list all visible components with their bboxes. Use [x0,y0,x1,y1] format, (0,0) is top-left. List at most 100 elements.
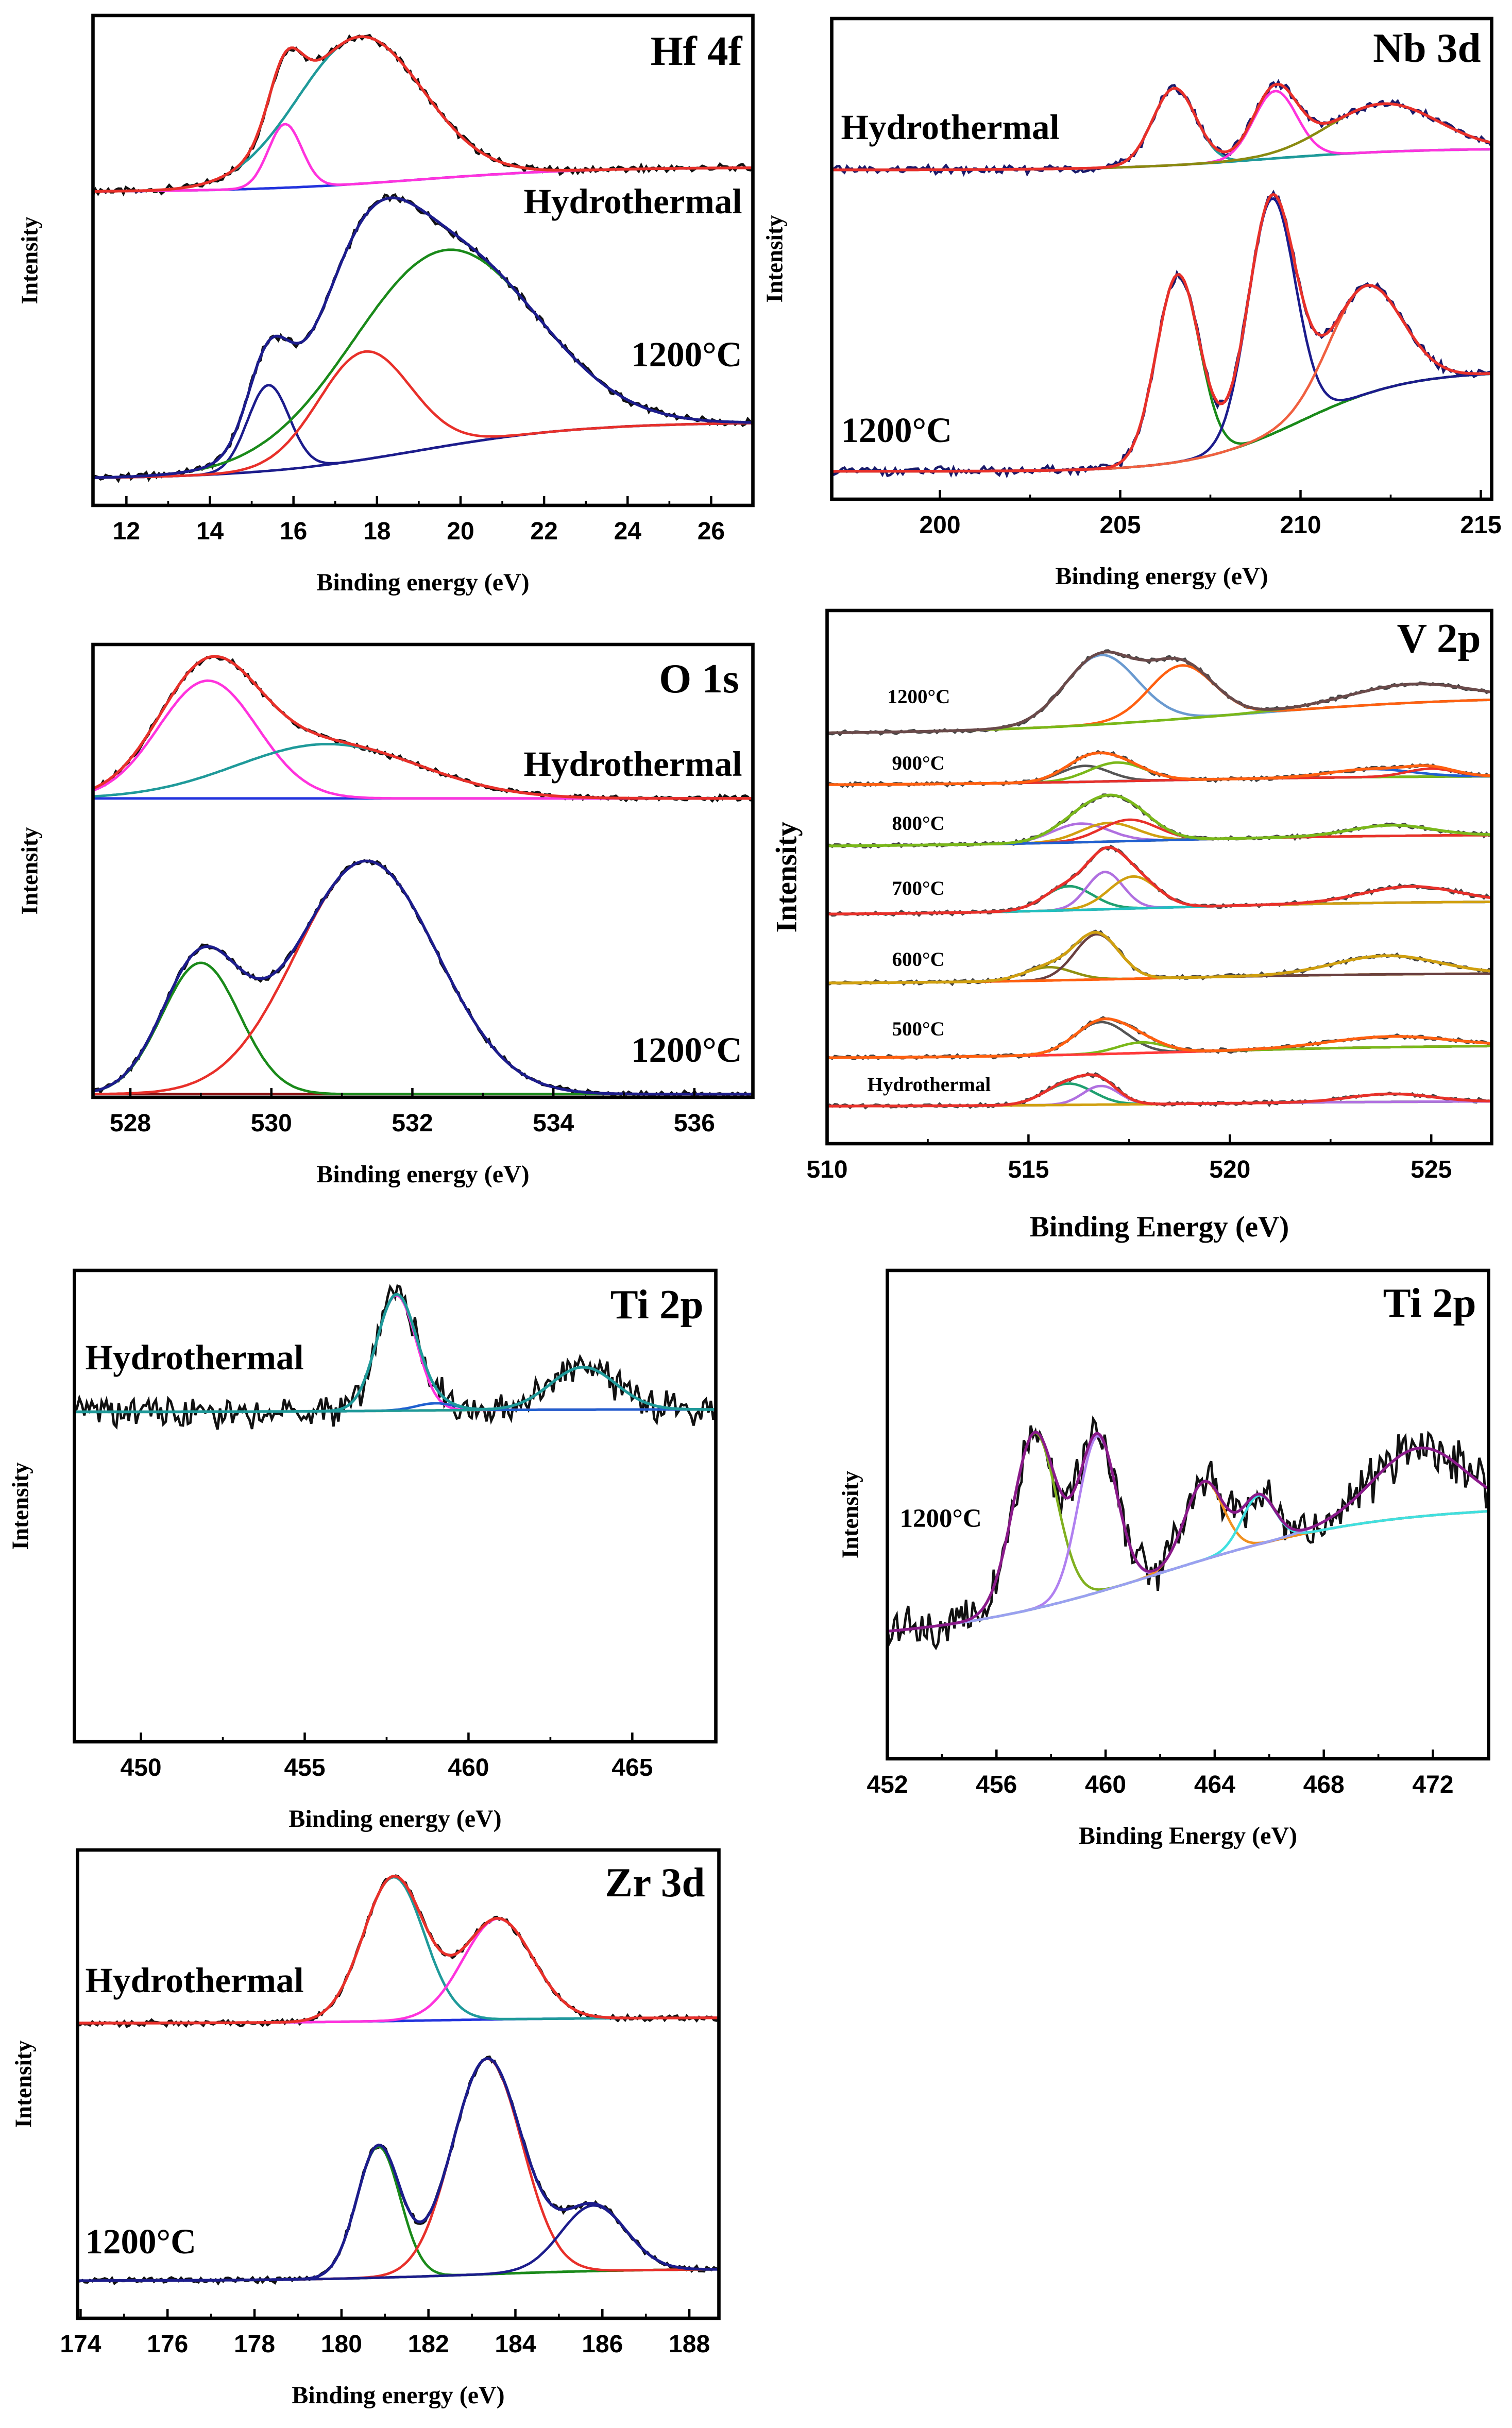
panel-zr-3d-6: 174 176 178 180 182 184 186 188 Zr 3d Hydrotherma… [11,1848,721,2409]
x-tick-label: 12 [113,518,140,545]
fit-component-0 [93,961,753,1096]
fit-envelope [77,1874,719,2025]
fit-envelope [827,1073,1492,1108]
fit-envelope [77,2057,719,2282]
x-tick-label: 510 [806,1156,847,1183]
x-tick-label: 188 [669,2331,710,2358]
y-axis-label: Intensity [8,1462,33,1550]
fit-envelope [93,655,753,800]
fit-envelope [74,1293,716,1414]
spectrum-label: Hydrothermal [523,182,742,221]
spectrum-1200-c [831,190,1492,479]
panel-hf-4f-0: 12 14 16 18 20 22 24 26 Hf 4f Hydrothermal 1200°C B… [17,13,755,596]
spectrum-1200-c [93,193,753,483]
spectrum-label: 1200°C [631,335,742,374]
raw-data-trace [887,1415,1489,1651]
spectrum-label: 1200°C [841,411,952,450]
fit-component-0 [93,384,753,479]
plot-frame [91,642,755,1099]
spectrum-hydrothermal [827,1072,1492,1110]
fit-envelope [827,930,1492,984]
panel-title: V 2p [1397,615,1481,661]
x-tick-label: 174 [60,2331,101,2358]
y-axis-label: Intensity [771,822,803,932]
spectrum-hydrothermal [93,655,753,803]
x-tick-label: 450 [121,1754,162,1781]
panel-title: Ti 2p [610,1281,704,1328]
x-axis-label: Binding energy (eV) [316,1161,529,1188]
spectrum-1200-c [77,2055,719,2286]
spectrum-label: 900°C [892,752,945,774]
x-tick-label: 22 [530,518,557,545]
spectrum-1200-c [93,859,753,1097]
x-tick-label: 530 [251,1110,292,1137]
plot-frame [830,16,1493,501]
spectrum-500-c [827,1016,1492,1061]
spectrum-1200-c [887,1415,1489,1651]
x-axis-label: Binding Energy (eV) [1030,1211,1289,1243]
spectrum-hydrothermal [831,79,1492,177]
spectrum-label: Hydrothermal [868,1074,991,1096]
spectrum-label: Hydrothermal [841,108,1060,147]
x-tick-label: 456 [976,1771,1017,1798]
panel-title: Ti 2p [1383,1280,1476,1326]
plot-frame [886,1268,1490,1761]
x-tick-label: 178 [234,2331,275,2358]
x-axis-label: Binding energy (eV) [1055,563,1268,590]
fit-envelope [827,846,1492,915]
x-tick-label: 532 [392,1110,433,1137]
x-tick-label: 24 [614,518,642,545]
x-tick-label: 534 [533,1110,574,1137]
x-axis-label: Binding Energy (eV) [1079,1822,1297,1849]
x-axis-label: Binding energy (eV) [316,569,529,596]
plot-area [831,79,1492,479]
spectrum-900-c [827,750,1492,788]
x-tick-label: 468 [1303,1771,1345,1798]
plot-area [74,1284,716,1430]
x-tick-label: 455 [284,1754,325,1781]
plot-area [93,33,753,483]
spectrum-label: 800°C [892,812,945,835]
x-tick-label: 472 [1412,1771,1453,1798]
x-tick-label: 176 [147,2331,188,2358]
x-tick-label: 465 [611,1754,653,1781]
x-tick-label: 210 [1280,512,1321,539]
x-axis-label: Binding energy (eV) [288,1805,501,1832]
y-axis-label: Intensity [11,2040,37,2128]
x-tick-label: 186 [582,2331,623,2358]
spectrum-label: Hydrothermal [523,744,742,784]
plot-frame [91,13,755,507]
panel-title: O 1s [659,655,739,702]
plot-area [827,649,1492,1110]
fit-component-0 [93,123,753,193]
x-tick-label: 18 [363,518,390,545]
plot-frame [825,608,1493,1146]
spectrum-label: Hydrothermal [86,1961,304,2000]
y-axis-label: Intensity [17,216,43,304]
fit-envelope [827,1017,1492,1059]
x-tick-label: 26 [698,518,725,545]
spectrum-800-c [827,793,1492,849]
plot-frame [76,1848,721,2320]
spectrum-hydrothermal [74,1284,716,1430]
x-tick-label: 520 [1209,1156,1250,1183]
x-tick-label: 184 [495,2331,536,2358]
x-tick-label: 14 [196,518,224,545]
spectrum-label: 500°C [892,1018,945,1040]
plot-area [93,655,753,1097]
fit-envelope [827,751,1492,787]
spectrum-label: 1200°C [888,686,950,708]
x-tick-label: 205 [1099,512,1141,539]
x-tick-label: 525 [1411,1156,1452,1183]
spectrum-label: 1200°C [631,1030,742,1069]
fit-component-1 [93,350,753,479]
fit-envelope [827,793,1492,847]
x-tick-label: 515 [1008,1156,1049,1183]
fit-envelope [93,196,753,479]
fit-envelope [887,1430,1489,1633]
y-axis-label: Intensity [838,1470,863,1558]
plot-area [887,1415,1489,1651]
x-tick-label: 536 [674,1110,715,1137]
fit-envelope [827,650,1492,735]
